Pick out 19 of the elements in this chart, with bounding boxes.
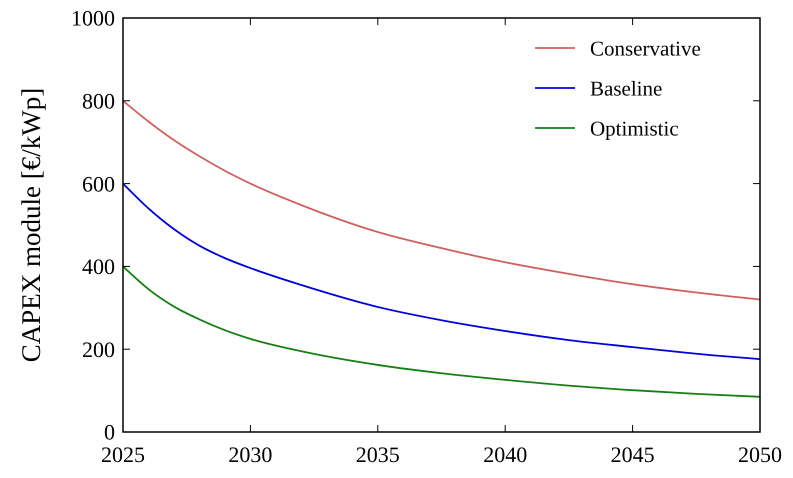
- y-tick-label: 200: [82, 336, 115, 362]
- x-tick-label: 2050: [738, 442, 782, 467]
- x-tick-label: 2045: [610, 442, 655, 467]
- line-series: [123, 182, 760, 360]
- y-tick-label: 800: [82, 88, 115, 114]
- line-series: [123, 266, 760, 398]
- legend-label: Conservative: [590, 36, 701, 60]
- line-series: [123, 100, 760, 300]
- x-tick-label: 2030: [228, 442, 272, 467]
- legend-label: Optimistic: [590, 116, 679, 140]
- y-tick-label: 400: [82, 254, 115, 280]
- x-tick-label: 2040: [483, 442, 528, 467]
- x-tick-label: 2035: [356, 442, 400, 467]
- y-tick-label: 0: [104, 420, 115, 445]
- legend-label: Baseline: [590, 76, 662, 100]
- x-tick-label: 2025: [101, 442, 145, 467]
- y-axis-title: CAPEX module [€/kWp]: [16, 88, 46, 362]
- y-tick-label: 1000: [71, 6, 115, 31]
- y-tick-label: 600: [82, 171, 115, 196]
